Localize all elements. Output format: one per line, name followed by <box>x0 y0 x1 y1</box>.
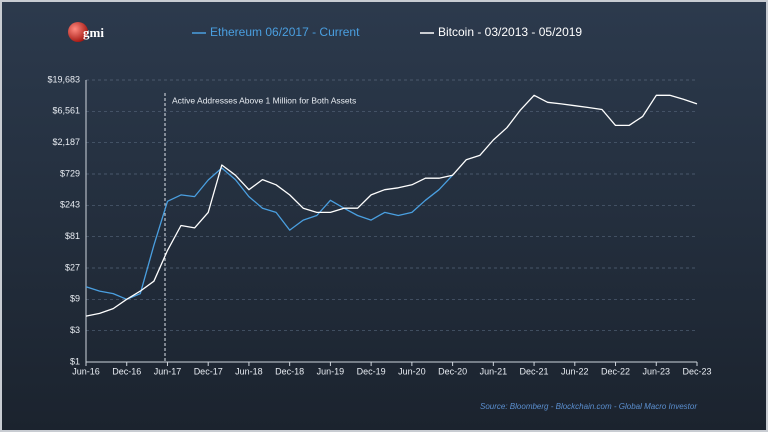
x-tick-label: Dec-22 <box>601 366 630 376</box>
logo-mark <box>68 22 88 42</box>
x-tick-label: Dec-16 <box>112 366 141 376</box>
x-tick-label: Jun-18 <box>235 366 263 376</box>
legend-label: Bitcoin - 03/2013 - 05/2019 <box>438 25 582 39</box>
x-tick-label: Jun-19 <box>317 366 345 376</box>
y-tick-label: $2,187 <box>52 137 80 147</box>
x-tick-label: Jun-21 <box>480 366 508 376</box>
y-tick-label: $19,683 <box>47 74 80 84</box>
y-tick-label: $27 <box>65 262 80 272</box>
x-tick-label: Dec-17 <box>194 366 223 376</box>
y-tick-label: $1 <box>70 356 80 366</box>
x-tick-label: Jun-17 <box>154 366 182 376</box>
source: Source: Bloomberg - Blockchain.com - Glo… <box>480 402 697 411</box>
x-tick-label: Dec-19 <box>357 366 386 376</box>
y-tick-label: $9 <box>70 294 80 304</box>
y-tick-label: $729 <box>60 168 80 178</box>
series-line <box>85 167 454 300</box>
y-tick-label: $81 <box>65 231 80 241</box>
logo: gmi <box>83 25 104 40</box>
x-tick-label: Dec-20 <box>438 366 467 376</box>
x-tick-label: Jun-20 <box>398 366 426 376</box>
x-tick-label: Jun-22 <box>561 366 589 376</box>
x-tick-label: Dec-23 <box>682 366 711 376</box>
series-line <box>85 94 698 317</box>
legend-label: Ethereum 06/2017 - Current <box>210 25 360 39</box>
x-tick-label: Dec-21 <box>520 366 549 376</box>
x-tick-label: Jun-23 <box>643 366 671 376</box>
x-tick-label: Dec-18 <box>275 366 304 376</box>
y-tick-label: $3 <box>70 325 80 335</box>
y-tick-label: $243 <box>60 200 80 210</box>
y-tick-label: $6,561 <box>52 106 80 116</box>
x-tick-label: Jun-16 <box>72 366 100 376</box>
annotation: Active Addresses Above 1 Million for Bot… <box>172 95 356 105</box>
